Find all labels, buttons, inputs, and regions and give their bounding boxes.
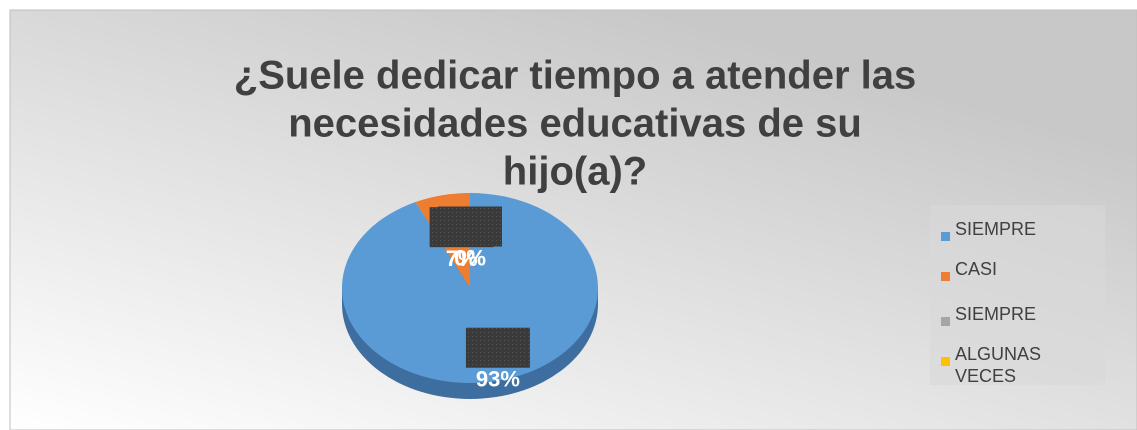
legend-label: ALGUNAS VECES — [955, 344, 1041, 386]
data-label: 0% — [454, 245, 486, 270]
chart-title: necesidades educativas de su — [288, 102, 862, 146]
legend-swatch — [941, 232, 950, 241]
data-label: 7% — [446, 246, 478, 271]
label-box — [465, 327, 530, 368]
data-label: 0% — [454, 245, 486, 270]
legend-label: CASI — [955, 259, 997, 279]
data-label: 93% — [476, 367, 520, 392]
legend-swatch — [941, 357, 950, 366]
label-box — [438, 206, 502, 247]
legend-box — [930, 205, 1105, 385]
legend: SIEMPRE CASI SIEMPRE ALGUNAS VECES — [941, 219, 1041, 386]
title-group: ¿Suele dedicar tiempo a atender lasneces… — [234, 54, 916, 194]
chart-title: ¿Suele dedicar tiempo a atender las — [234, 54, 916, 98]
pie-slice — [341, 193, 598, 384]
legend-swatch — [941, 317, 950, 326]
chart-title: hijo(a)? — [503, 150, 647, 194]
legend-label: SIEMPRE — [955, 219, 1036, 239]
legend-swatch — [941, 272, 950, 281]
legend-label: SIEMPRE — [955, 304, 1036, 324]
